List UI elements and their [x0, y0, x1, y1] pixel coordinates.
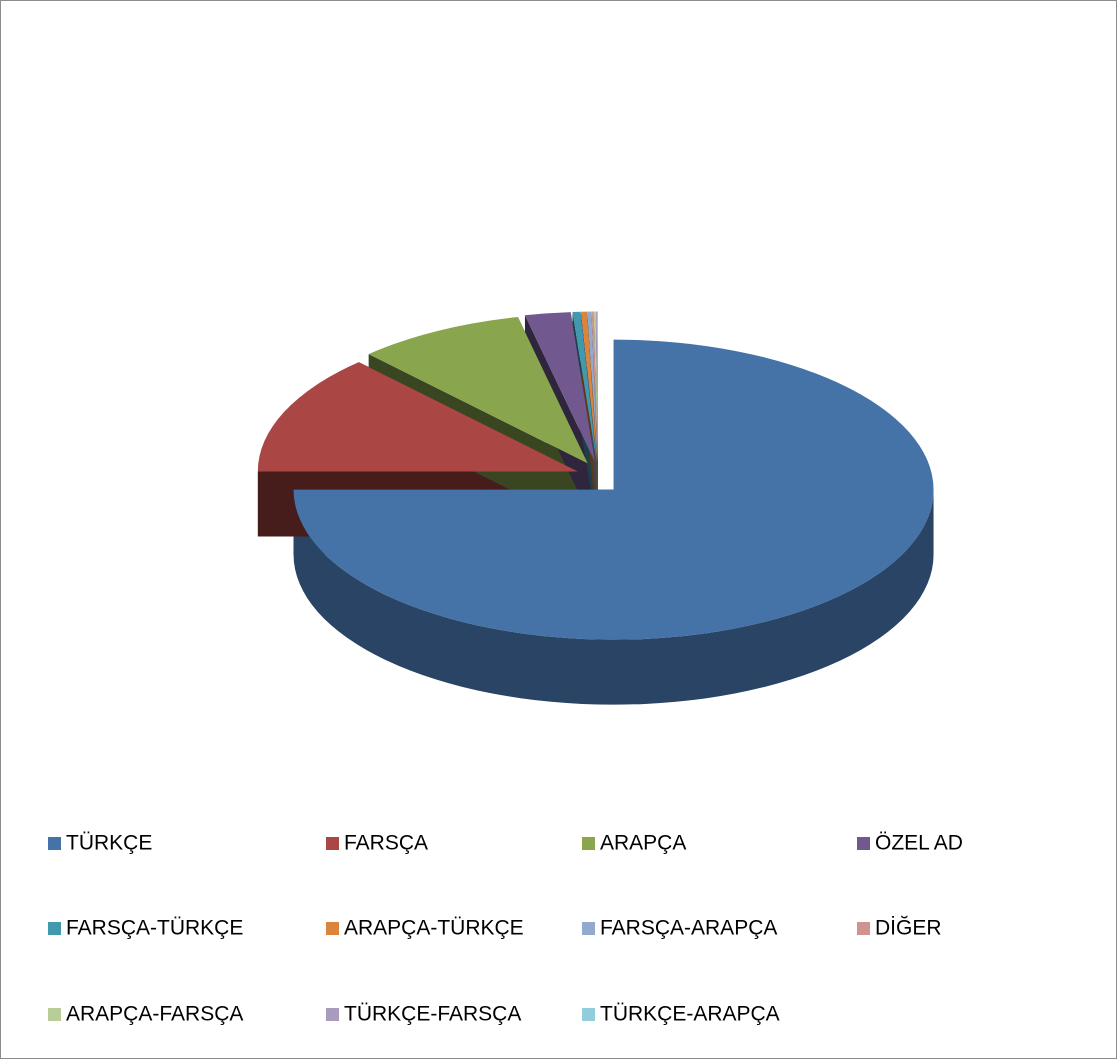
legend-label: FARSÇA-ARAPÇA: [600, 917, 777, 940]
legend-swatch: [857, 837, 870, 850]
pie-tops: [257, 311, 934, 640]
legend-swatch: [326, 922, 339, 935]
legend: TÜRKÇE FARSÇA ARAPÇA ÖZEL AD FARSÇA-TÜRKÇE AR…: [48, 832, 963, 1026]
legend-swatch: [582, 837, 595, 850]
slice: [368, 317, 588, 464]
legend-label: ARAPÇA-FARSÇA: [66, 1003, 243, 1026]
slice: [595, 311, 598, 462]
legend-label: ARAPÇA: [600, 832, 686, 855]
legend-label: TÜRKÇE-FARSÇA: [344, 1003, 521, 1026]
legend-swatch: [48, 922, 61, 935]
legend-label: FARSÇA: [344, 832, 428, 855]
slice: [524, 312, 595, 462]
legend-swatch: [326, 1008, 339, 1021]
slice: [572, 311, 597, 462]
legend-swatch: [582, 922, 595, 935]
legend-label: DİĞER: [875, 917, 942, 940]
legend-swatch: [326, 837, 339, 850]
slice: [596, 311, 598, 462]
legend-label: ÖZEL AD: [875, 832, 963, 855]
slice-rim: [293, 489, 934, 705]
slice: [257, 362, 578, 472]
legend-label: FARSÇA-TÜRKÇE: [66, 917, 243, 940]
legend-label: TÜRKÇE-ARAPÇA: [600, 1003, 780, 1026]
slice: [293, 339, 934, 640]
legend-swatch: [582, 1008, 595, 1021]
legend-swatch: [48, 1008, 61, 1021]
legend-swatch: [857, 922, 870, 935]
slice: [593, 311, 598, 462]
slice: [581, 311, 598, 462]
legend-swatch: [48, 837, 61, 850]
slice: [591, 311, 598, 462]
slice: [587, 311, 598, 462]
legend-label: ARAPÇA-TÜRKÇE: [344, 917, 524, 940]
legend-label: TÜRKÇE: [66, 832, 152, 855]
